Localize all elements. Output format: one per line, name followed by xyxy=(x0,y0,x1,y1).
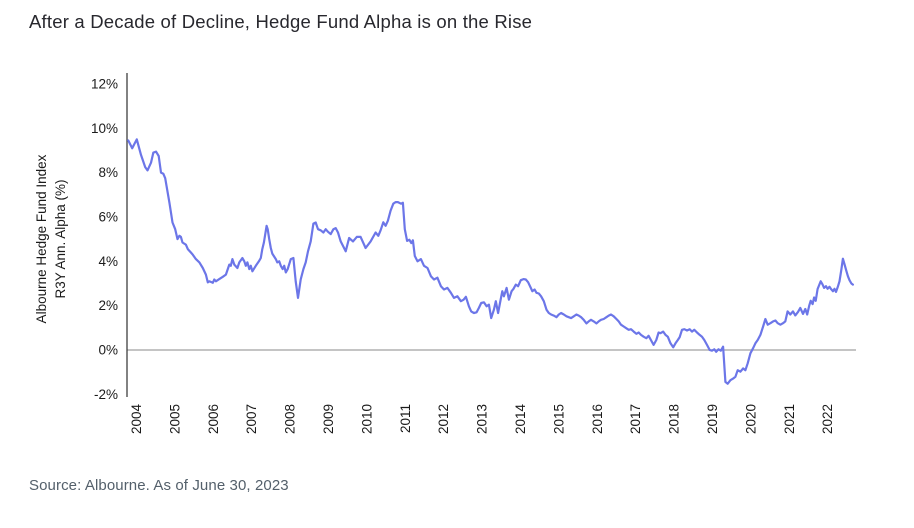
y-tick-label: 0% xyxy=(98,343,118,358)
x-tick-label: 2022 xyxy=(820,404,835,434)
x-tick-label: 2016 xyxy=(590,404,605,434)
x-tick-label: 2009 xyxy=(321,404,336,434)
y-tick-label: 8% xyxy=(98,165,118,180)
y-tick-label: 6% xyxy=(98,209,118,224)
y-tick-label: 12% xyxy=(91,76,118,91)
y-tick-label: 10% xyxy=(91,121,118,136)
x-tick-label: 2012 xyxy=(436,404,451,434)
x-tick-label: 2004 xyxy=(129,404,144,435)
source-note: Source: Albourne. As of June 30, 2023 xyxy=(29,477,289,494)
x-tick-label: 2010 xyxy=(359,404,374,434)
x-tick-label: 2015 xyxy=(551,404,566,434)
x-tick-label: 2014 xyxy=(513,404,528,435)
x-tick-label: 2019 xyxy=(705,404,720,434)
x-tick-label: 2008 xyxy=(283,404,298,434)
x-tick-label: 2018 xyxy=(667,404,682,434)
chart-title: After a Decade of Decline, Hedge Fund Al… xyxy=(29,11,533,32)
x-tick-label: 2020 xyxy=(743,404,758,434)
x-tick-label: 2013 xyxy=(475,404,490,434)
x-tick-label: 2021 xyxy=(782,404,797,434)
y-tick-label: 4% xyxy=(98,254,118,269)
y-tick-label: -2% xyxy=(94,387,118,402)
x-tick-label: 2006 xyxy=(206,404,221,434)
alpha-line-series xyxy=(127,138,855,385)
y-tick-label: 2% xyxy=(98,298,118,313)
x-tick-label: 2005 xyxy=(167,404,182,434)
x-tick-label: 2017 xyxy=(628,404,643,434)
x-tick-label: 2007 xyxy=(244,404,259,434)
x-tick-label: 2011 xyxy=(398,404,413,433)
